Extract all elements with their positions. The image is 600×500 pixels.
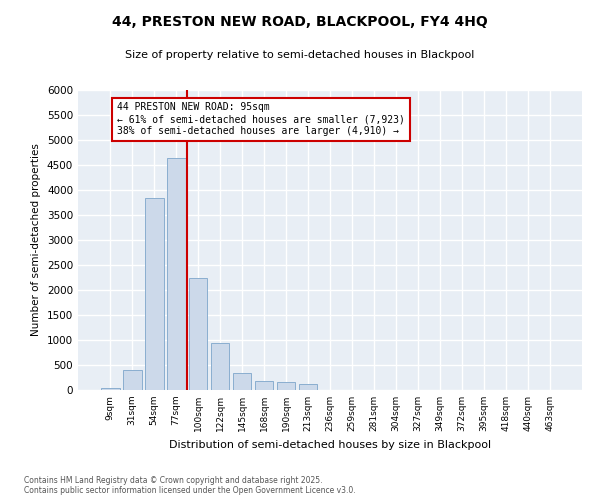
Bar [189,278,208,390]
Y-axis label: Number of semi-detached properties: Number of semi-detached properties [31,144,41,336]
Bar [255,381,274,390]
X-axis label: Distribution of semi-detached houses by size in Blackpool: Distribution of semi-detached houses by … [169,440,491,450]
Bar [101,388,119,390]
Text: 44, PRESTON NEW ROAD, BLACKPOOL, FY4 4HQ: 44, PRESTON NEW ROAD, BLACKPOOL, FY4 4HQ [112,15,488,29]
Bar [299,384,317,390]
Bar [211,342,229,390]
Text: 44 PRESTON NEW ROAD: 95sqm
← 61% of semi-detached houses are smaller (7,923)
38%: 44 PRESTON NEW ROAD: 95sqm ← 61% of semi… [117,102,405,136]
Text: Contains HM Land Registry data © Crown copyright and database right 2025.
Contai: Contains HM Land Registry data © Crown c… [24,476,356,495]
Bar [167,158,185,390]
Bar [145,198,164,390]
Text: Size of property relative to semi-detached houses in Blackpool: Size of property relative to semi-detach… [125,50,475,60]
Bar [123,370,142,390]
Bar [277,382,295,390]
Bar [233,372,251,390]
